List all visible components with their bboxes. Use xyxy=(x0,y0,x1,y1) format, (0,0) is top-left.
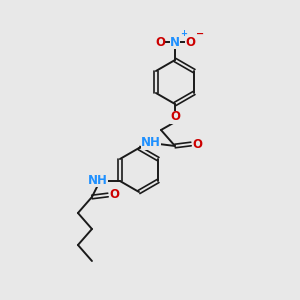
Text: O: O xyxy=(185,35,195,49)
Text: NH: NH xyxy=(88,173,108,187)
Text: O: O xyxy=(155,35,165,49)
Text: −: − xyxy=(196,29,204,39)
Text: NH: NH xyxy=(141,136,161,149)
Text: N: N xyxy=(170,35,180,49)
Text: +: + xyxy=(180,29,187,38)
Text: O: O xyxy=(170,110,180,124)
Text: O: O xyxy=(109,188,119,202)
Text: O: O xyxy=(192,137,202,151)
